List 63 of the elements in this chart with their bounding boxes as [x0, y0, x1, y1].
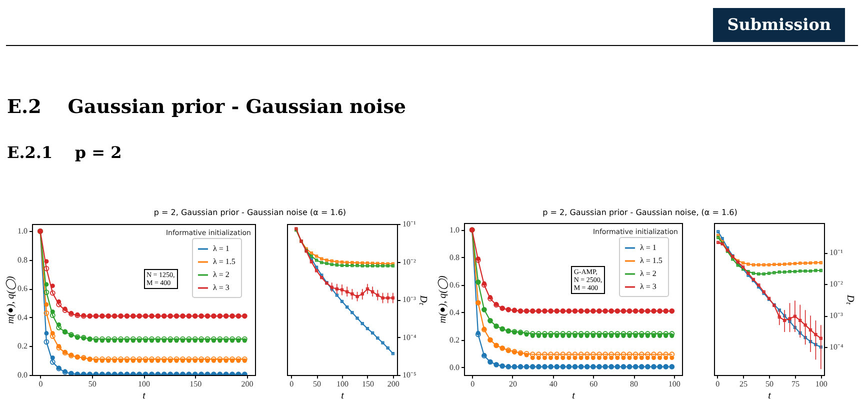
legend-label: λ = 1 [213, 244, 230, 253]
y2-tick-label: 10⁻² [830, 280, 844, 289]
x-tick-label: 20 [508, 380, 517, 388]
y-tick-label: 0.4 [18, 312, 28, 322]
y-tick-label: 0.6 [450, 280, 460, 290]
chart-title: p = 2, Gaussian prior - Gaussian noise, (α = 1.6) [542, 208, 738, 217]
chart-title: p = 2, Gaussian prior - Gaussian noise (α = 1.6) [152, 208, 348, 217]
y-tick-label: 0.4 [450, 308, 460, 317]
x-tick-label: 60 [590, 380, 598, 388]
x-tick-label: 200 [241, 380, 254, 388]
y-tick-label: 0.8 [18, 255, 28, 264]
y2-tick-label: 10⁻² [402, 257, 416, 266]
x-tick-label: 150 [190, 380, 202, 388]
y-tick-label: 1.0 [450, 225, 460, 234]
x-axis-title: t [768, 390, 772, 400]
legend-label: λ = 3 [213, 283, 230, 292]
legend-label: λ = 2 [640, 269, 656, 278]
x-tick-label: 200 [387, 380, 400, 388]
y-tick-label: 0.2 [18, 342, 28, 351]
y-tick-label: 0.8 [450, 252, 460, 262]
x-tick-label: 50 [766, 380, 774, 388]
y2-tick-label: 10⁻⁴ [830, 342, 844, 352]
y-tick-label: 0.0 [18, 370, 28, 380]
x-tick-label: 150 [362, 380, 374, 388]
y-tick-label: 1.0 [18, 226, 28, 236]
legend-label: λ = 1.5 [213, 257, 236, 266]
x-tick-label: 100 [815, 380, 828, 388]
y2-tick-label: 10⁻¹ [402, 220, 416, 228]
x-tick-label: 50 [88, 380, 96, 388]
text: E.2.1 p = 2 [7, 143, 123, 162]
x-tick-label: 100 [336, 380, 348, 388]
y2-tick-label: 10⁻⁵ [402, 370, 416, 380]
x-tick-label: 75 [791, 380, 800, 388]
y-axis-title: m(●), q(◯) [438, 275, 448, 324]
y-axis-title: m(●), q(◯) [6, 276, 16, 324]
y2-axis-title: Dₜ [417, 294, 428, 306]
x-tick-label: 25 [740, 380, 748, 388]
y2-tick-label: 10⁻¹ [830, 248, 844, 258]
y-tick-label: 0.2 [450, 335, 460, 344]
y2-tick-label: 10⁻³ [402, 295, 416, 304]
y2-tick-label: 10⁻³ [830, 311, 844, 320]
text: E.2 Gaussian prior - Gaussian noise [7, 96, 407, 118]
x-tick-label: 40 [549, 380, 558, 388]
x-tick-label: 80 [630, 380, 638, 388]
legend-label: λ = 2 [213, 270, 230, 279]
text: Submission [713, 8, 845, 42]
x-tick-label: 50 [313, 380, 322, 388]
x-axis-title: t [341, 390, 344, 400]
x-tick-label: 0 [38, 380, 43, 388]
x-axis-title: t [142, 390, 146, 400]
x-tick-label: 0 [470, 380, 475, 388]
x-tick-label: 100 [668, 380, 680, 388]
x-tick-label: 0 [290, 380, 294, 388]
x-tick-label: 100 [138, 380, 150, 388]
legend-label: λ = 1 [640, 243, 656, 252]
y-tick-label: 0.6 [18, 284, 28, 294]
legend-label: λ = 3 [640, 282, 656, 291]
x-tick-label: 0 [716, 380, 720, 388]
y-tick-label: 0.0 [450, 362, 460, 372]
y2-axis-title: Dₜ [844, 294, 856, 306]
legend-label: λ = 1.5 [640, 256, 662, 265]
x-axis-title: t [572, 390, 576, 400]
y2-tick-label: 10⁻⁴ [402, 332, 416, 342]
